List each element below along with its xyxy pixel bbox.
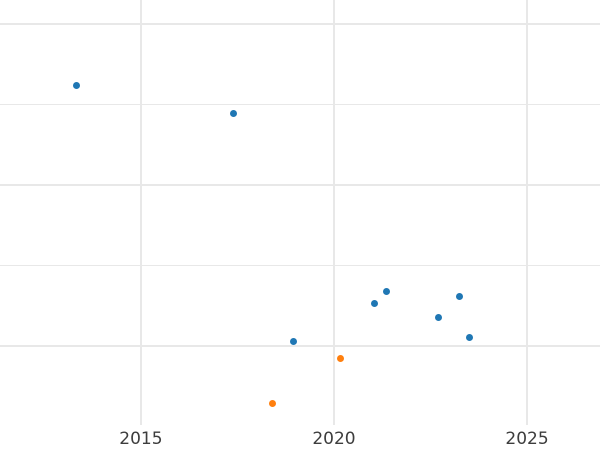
x-gridline: [140, 0, 142, 425]
blue-series-point: [73, 82, 81, 90]
x-gridline: [333, 0, 335, 425]
orange-series-point: [269, 399, 277, 407]
x-tick-label: 2020: [312, 429, 356, 449]
plot-area: [0, 0, 600, 425]
blue-series-point: [455, 292, 463, 300]
orange-series-point: [337, 355, 345, 363]
blue-series-point: [371, 299, 379, 307]
y-gridline: [0, 345, 600, 347]
y-gridline: [0, 103, 600, 106]
blue-series-point: [435, 314, 443, 322]
x-tick-label: 2015: [119, 429, 163, 449]
blue-series-point: [230, 109, 238, 117]
x-gridline: [526, 0, 528, 425]
y-gridline: [0, 23, 600, 25]
blue-series-point: [465, 334, 473, 342]
x-tick-label: 2025: [505, 429, 549, 449]
blue-series-point: [383, 287, 391, 295]
blue-series-point: [289, 338, 297, 346]
y-gridline: [0, 184, 600, 186]
y-gridline: [0, 264, 600, 267]
